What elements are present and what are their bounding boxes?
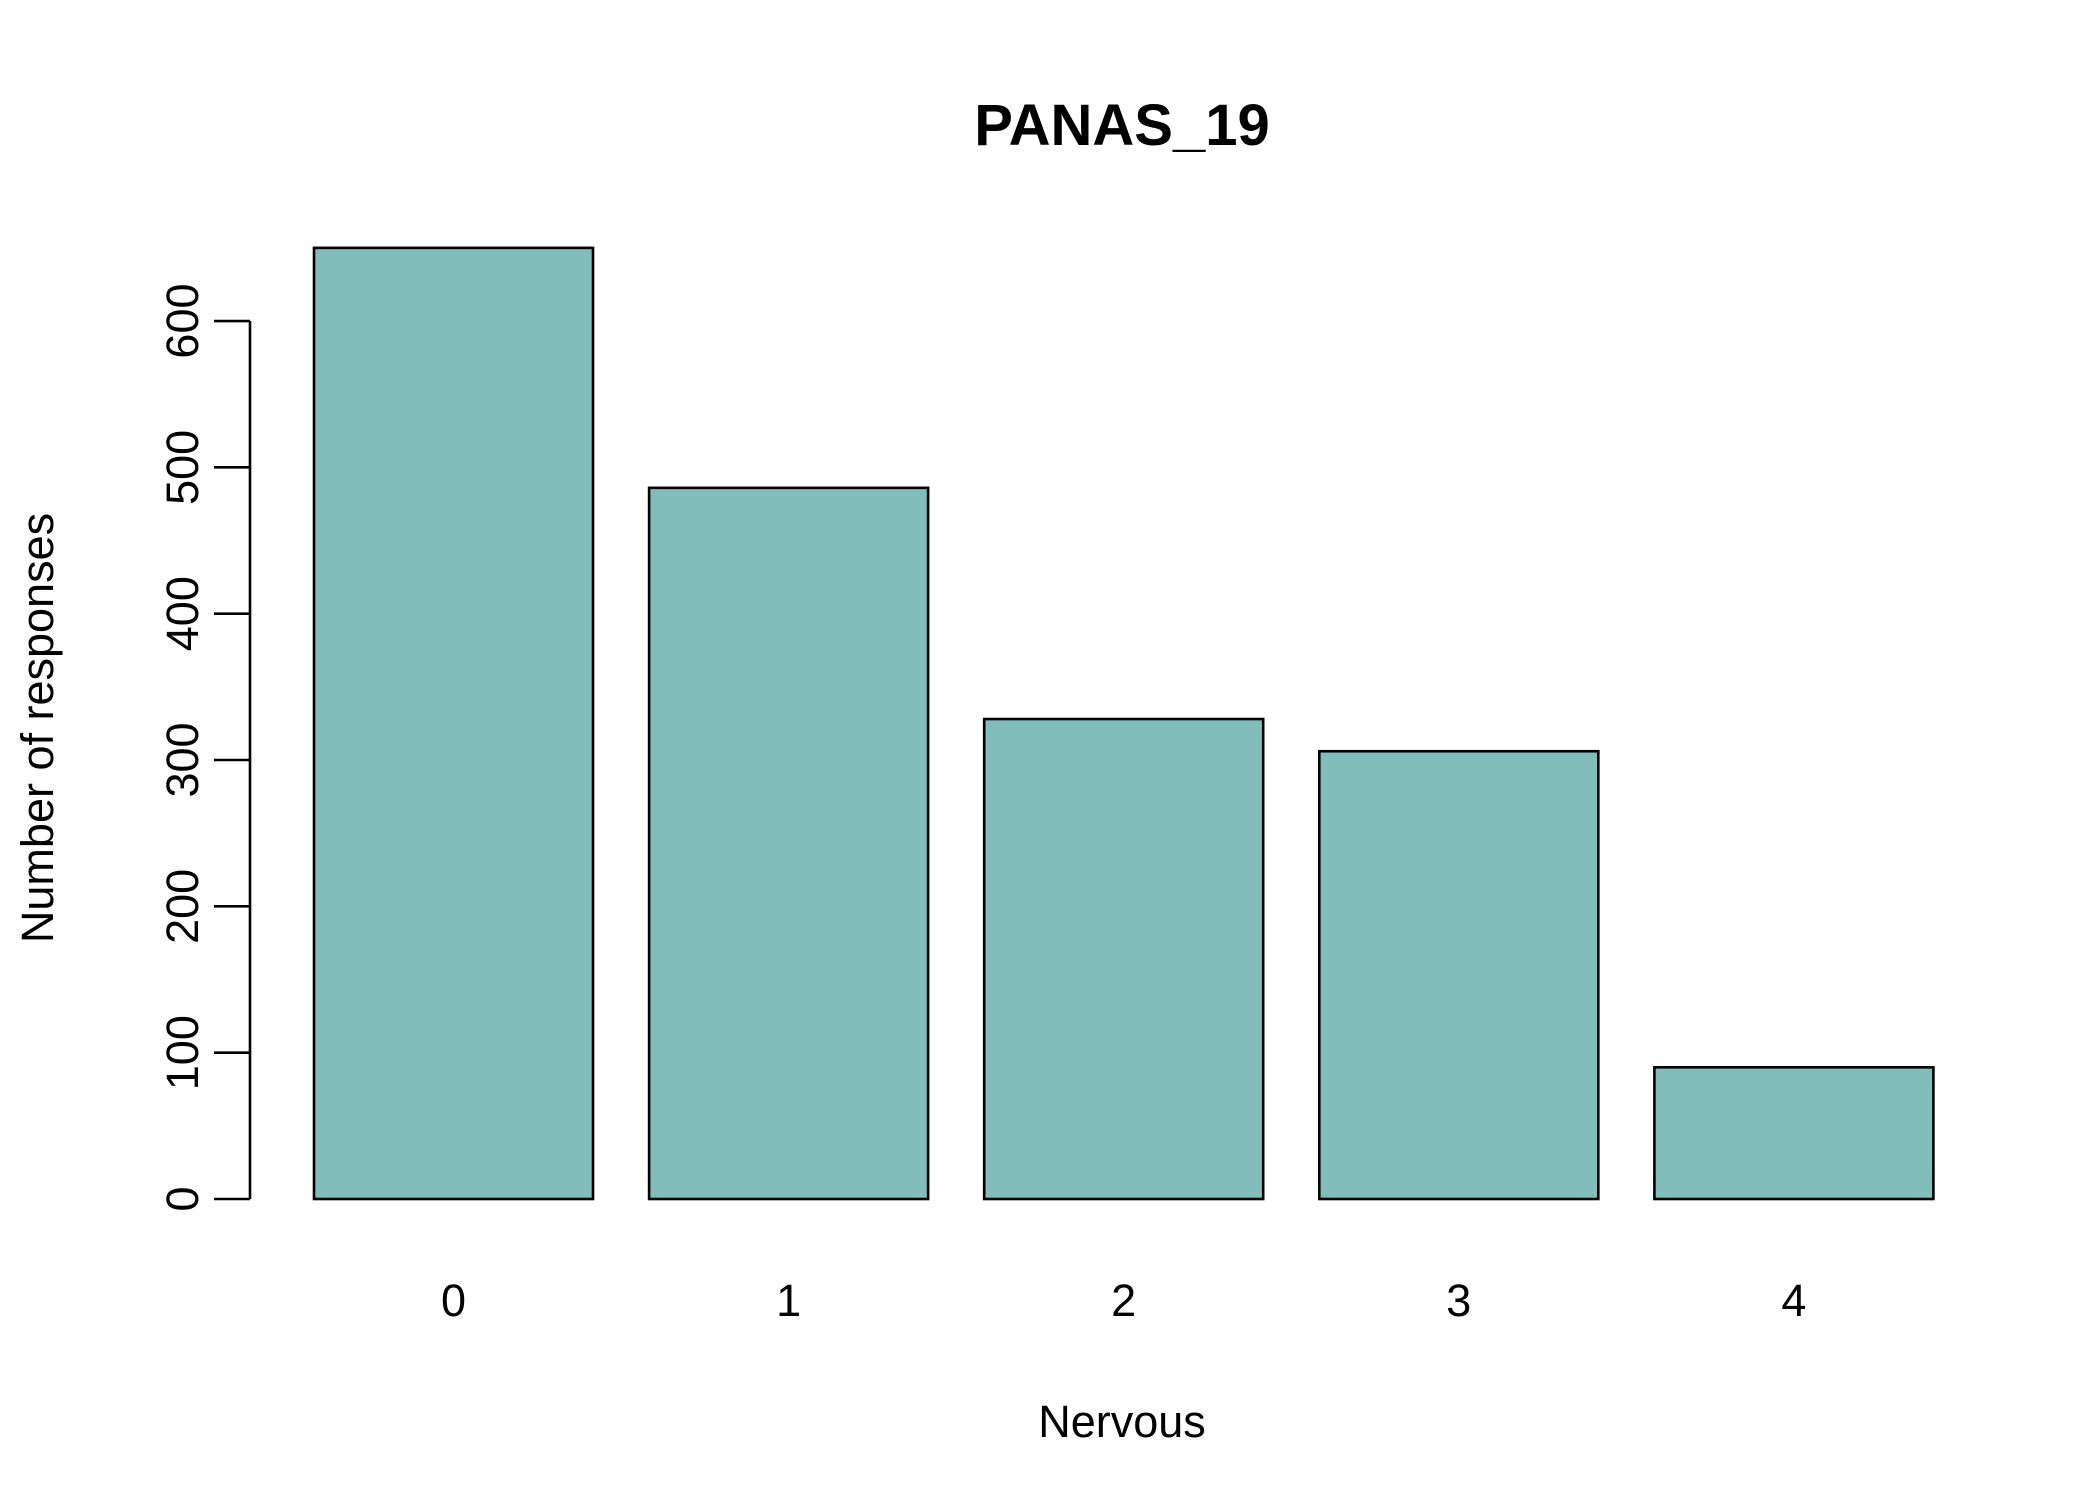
y-tick-label: 200 [157,869,208,944]
y-tick-label: 600 [157,283,208,358]
x-tick-label: 1 [776,1275,801,1326]
y-axis: 0 100 200 300 400 500 600 [157,283,252,1212]
y-tick-label: 400 [157,576,208,651]
x-tick-label: 2 [1111,1275,1136,1326]
bar-0 [312,246,595,1201]
x-tick-label: 0 [441,1275,466,1326]
y-tick-label: 0 [157,1186,208,1211]
x-tick-label: 4 [1781,1275,1806,1326]
y-tick-label: 300 [157,722,208,797]
bar-4 [1653,1066,1935,1201]
chart-title: PANAS_19 [974,93,1270,158]
x-tick-labels: 0 1 2 3 4 [441,1275,1806,1326]
bar-3 [1318,749,1600,1201]
bar-2 [982,717,1265,1201]
bar-1 [647,486,930,1201]
y-axis-label: Number of responses [12,513,63,943]
x-axis-label: Nervous [1038,1396,1206,1447]
y-tick-label: 100 [157,1015,208,1090]
y-tick-label: 500 [157,430,208,505]
bars-group [312,246,1935,1201]
x-tick-label: 3 [1446,1275,1471,1326]
